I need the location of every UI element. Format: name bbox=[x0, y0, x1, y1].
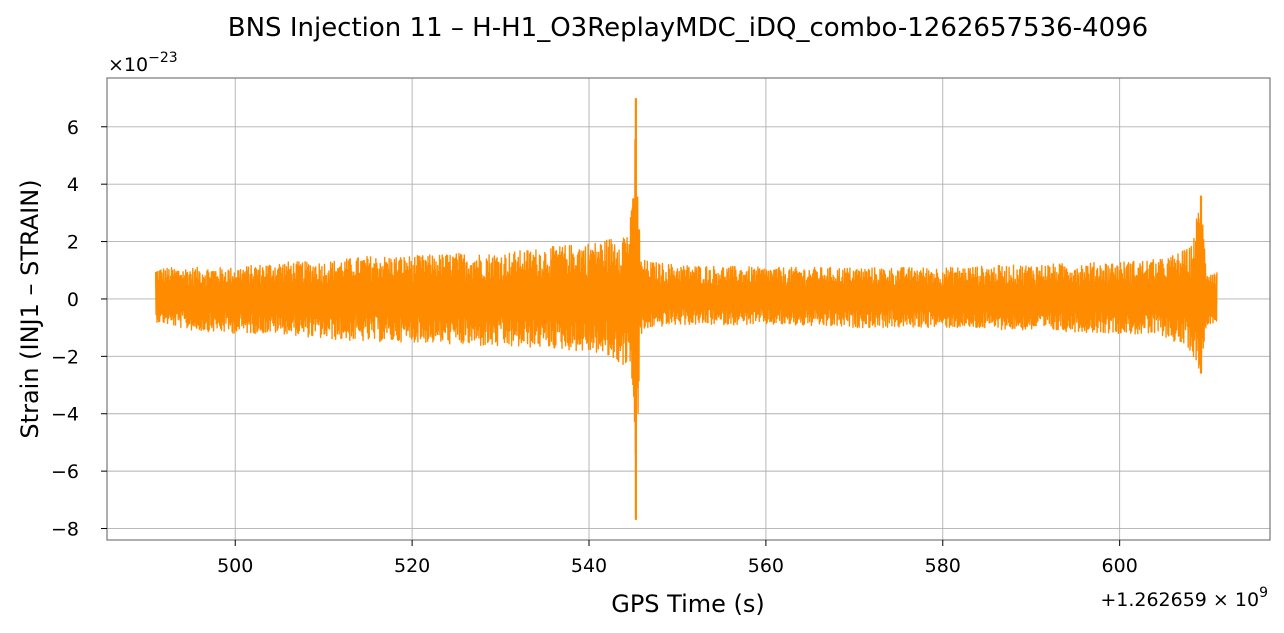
y-tick-label: 6 bbox=[67, 117, 79, 139]
x-tick-label: 520 bbox=[394, 555, 430, 577]
chart-title: BNS Injection 11 – H-H1_O3ReplayMDC_iDQ_… bbox=[228, 13, 1148, 43]
y-tick-label: 0 bbox=[67, 289, 79, 311]
y-tick-label: −8 bbox=[51, 519, 79, 541]
y-tick-label: −4 bbox=[51, 404, 79, 426]
x-tick-label: 500 bbox=[217, 555, 253, 577]
x-tick-label: 600 bbox=[1102, 555, 1138, 577]
y-tick-label: 2 bbox=[67, 232, 79, 254]
y-tick-label: 4 bbox=[67, 174, 79, 196]
x-tick-label: 560 bbox=[748, 555, 784, 577]
y-tick-label: −2 bbox=[51, 346, 79, 368]
y-tick-label: −6 bbox=[51, 461, 79, 483]
plot-frame bbox=[106, 77, 1271, 541]
axis-ticks: 500 520 540 560 580 600 −8 −6 −4 −2 0 2 4 6 bbox=[51, 117, 1138, 577]
y-axis-label: Strain (INJ1 – STRAIN) bbox=[16, 179, 44, 438]
x-axis-offset: +1.262659 × 109 bbox=[1100, 585, 1268, 611]
y-axis-multiplier: ×10−23 bbox=[108, 50, 178, 76]
x-axis-label: GPS Time (s) bbox=[611, 590, 765, 618]
x-tick-label: 540 bbox=[571, 555, 607, 577]
x-tick-label: 580 bbox=[925, 555, 961, 577]
series-layer bbox=[154, 98, 1218, 520]
strain-series-line bbox=[154, 115, 1218, 456]
